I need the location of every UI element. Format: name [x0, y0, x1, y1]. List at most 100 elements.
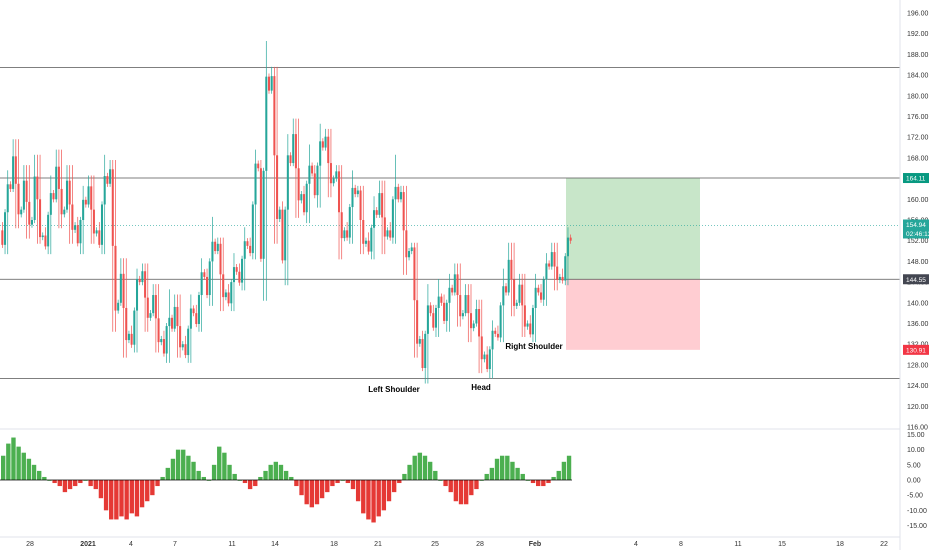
oscillator-axis[interactable]: 15.00 10.00 5.00 0.00 -5.00 -10.00 -15.00	[907, 432, 927, 530]
osc-bar	[397, 480, 402, 484]
annotation-label: Head	[471, 383, 491, 392]
candle-body	[203, 272, 206, 277]
osc-bar	[181, 449, 186, 480]
annotation-label: Right Shoulder	[505, 342, 562, 351]
candle-body	[222, 274, 225, 298]
candle-body	[556, 266, 559, 281]
candle-body	[313, 173, 316, 196]
candle-body	[106, 176, 109, 184]
price-tick-label: 180.00	[907, 93, 929, 100]
candle-body	[540, 292, 543, 300]
candle-body	[71, 204, 74, 230]
candle-body	[227, 292, 230, 304]
candle-body	[453, 274, 456, 293]
candle-body	[254, 163, 257, 205]
candle-body	[472, 323, 475, 329]
osc-bar	[37, 470, 42, 480]
candle-body	[57, 166, 60, 189]
candle-body	[103, 176, 106, 205]
candle-body	[262, 170, 265, 259]
annotation-label: Left Shoulder	[368, 385, 420, 394]
candle-body	[534, 287, 537, 308]
osc-bar	[114, 480, 119, 520]
current-price-tag-bg	[903, 219, 929, 230]
osc-bar	[361, 480, 366, 514]
osc-bar	[16, 446, 21, 480]
price-tick-label: 140.00	[907, 300, 929, 307]
osc-tick-label: -10.00	[907, 508, 927, 515]
osc-bar	[62, 480, 68, 493]
osc-bar	[222, 452, 227, 480]
target-price-tag: 164.11	[906, 176, 926, 183]
candle-body	[491, 330, 494, 350]
candlestick-series	[1, 40, 572, 384]
candle-body	[459, 295, 462, 317]
candle-body	[418, 339, 421, 344]
candle-body	[149, 313, 152, 318]
osc-bar	[448, 480, 453, 493]
entry-price-tag-bg	[903, 274, 929, 285]
candle-body	[397, 186, 400, 200]
candle-body	[30, 220, 33, 225]
price-tick-label: 124.00	[907, 383, 929, 390]
candle-body	[154, 295, 157, 319]
countdown-tag: 02:46:13	[906, 231, 932, 238]
candle-body	[426, 305, 429, 334]
osc-bar	[330, 480, 335, 487]
candle-body	[114, 245, 117, 311]
osc-bar	[150, 480, 155, 496]
candle-body	[302, 194, 306, 213]
candle-body	[241, 258, 244, 283]
candle-body	[370, 227, 373, 252]
osc-bar	[109, 480, 114, 520]
candle-body	[95, 230, 98, 234]
osc-bar	[510, 461, 515, 480]
osc-bar	[242, 480, 248, 484]
osc-bar	[139, 480, 145, 508]
candle-body	[486, 354, 489, 370]
candle-body	[496, 333, 499, 338]
time-tick-label: 15	[778, 541, 786, 548]
candle-body	[402, 192, 405, 231]
time-tick-label: 14	[271, 541, 279, 548]
candle-body	[4, 212, 7, 245]
candle-body	[335, 171, 338, 179]
candle-body	[469, 313, 473, 329]
candle-body	[340, 212, 343, 239]
osc-bar	[119, 480, 124, 517]
osc-bar	[1, 455, 6, 480]
candle-body	[284, 209, 287, 261]
osc-bar	[355, 480, 361, 502]
candle-body	[364, 240, 367, 244]
candle-body	[211, 241, 214, 262]
candle-body	[36, 176, 39, 200]
osc-bar	[124, 480, 129, 520]
candle-body	[197, 295, 200, 325]
candle-body	[206, 276, 209, 296]
osc-bar	[247, 480, 253, 490]
candle-body	[324, 136, 327, 148]
candle-body	[152, 295, 155, 314]
position-zones	[566, 178, 700, 350]
candle-body	[162, 339, 165, 354]
candle-body	[373, 210, 376, 228]
price-tick-label: 176.00	[907, 114, 929, 121]
candle-body	[483, 354, 486, 360]
candle-body	[33, 176, 36, 220]
osc-bar	[21, 452, 26, 480]
osc-bar	[520, 473, 525, 480]
osc-tick-label: -15.00	[907, 523, 927, 530]
time-axis[interactable]: 28 2021 4 7 11 14 18 21 25 28 Feb 4 8 11 15 18 22	[26, 541, 888, 548]
osc-bar	[551, 476, 556, 480]
price-tick-label: 184.00	[907, 73, 929, 80]
osc-bar	[283, 470, 289, 480]
candle-body	[273, 76, 276, 156]
candle-body	[405, 230, 408, 258]
osc-bar	[175, 449, 181, 480]
candle-body	[548, 263, 551, 267]
price-axis[interactable]: 196.00 192.00 188.00 184.00 180.00 176.00 172.…	[907, 11, 929, 432]
candle-body	[515, 302, 518, 306]
candle-body	[513, 279, 516, 306]
